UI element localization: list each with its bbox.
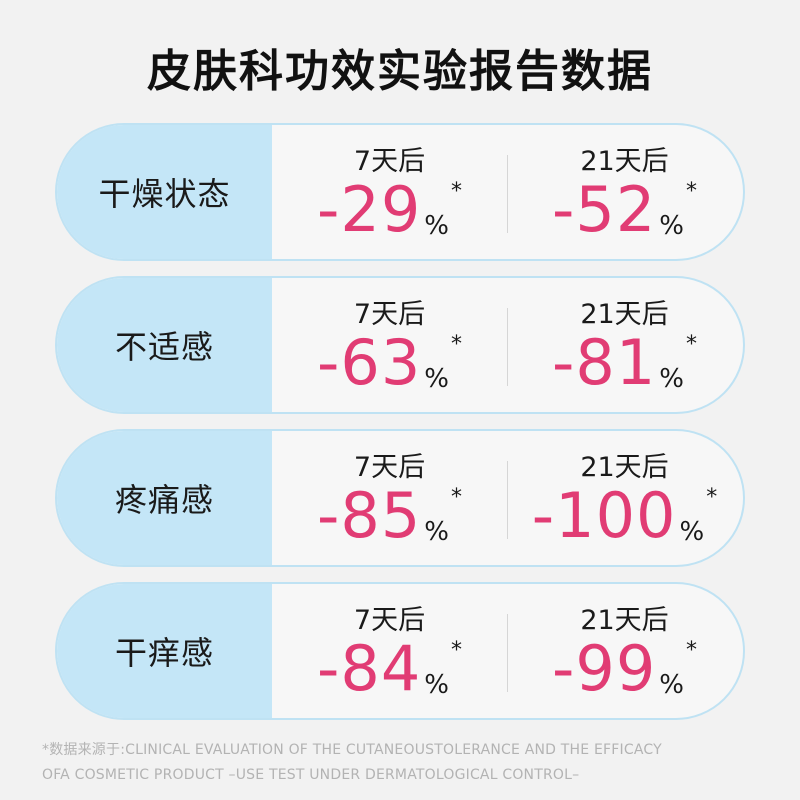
period-label: 21天后 [580, 452, 669, 483]
percent-unit: % [424, 670, 449, 700]
cell-7-days: 7天后 -85 % * [272, 431, 507, 565]
value-number: -84 [317, 632, 422, 705]
value-number: -52 [552, 173, 657, 246]
period-label: 7天后 [353, 146, 426, 177]
footnote-marker: * [706, 485, 718, 510]
period-label: 7天后 [353, 299, 426, 330]
footnote-line-1: *数据来源于:CLINICAL EVALUATION OF THE CUTANE… [42, 742, 662, 758]
page-title: 皮肤科功效实验报告数据 [147, 46, 653, 97]
percent-unit: % [424, 364, 449, 394]
cell-21-days: 21天后 -52 % * [507, 125, 742, 259]
row-label: 不适感 [114, 328, 214, 366]
row-label-cell: 干痒感 [57, 584, 272, 718]
percent-unit: % [424, 211, 449, 241]
row-label: 干燥状态 [98, 175, 231, 213]
footnote-marker: * [685, 638, 697, 663]
period-label: 21天后 [580, 299, 669, 330]
column-divider [507, 308, 508, 386]
period-label: 21天后 [580, 146, 669, 177]
cell-7-days: 7天后 -29 % * [272, 125, 507, 259]
cell-21-days: 21天后 -81 % * [507, 278, 742, 412]
row-label-cell: 疼痛感 [57, 431, 272, 565]
value-number: -63 [317, 326, 422, 399]
footnote-marker: * [450, 638, 462, 663]
value-number: -99 [552, 632, 657, 705]
percent-unit: % [659, 211, 684, 241]
row-label-cell: 不适感 [57, 278, 272, 412]
footnote-marker: * [685, 179, 697, 204]
column-divider [507, 461, 508, 539]
cell-21-days: 21天后 -100 % * [507, 431, 742, 565]
results-table: 干燥状态 7天后 -29 % * 21天后 -52 % * 不适感 7天后 [55, 123, 745, 735]
row-label: 疼痛感 [114, 481, 214, 519]
result-row-discomfort: 不适感 7天后 -63 % * 21天后 -81 % * [55, 276, 745, 414]
row-label: 干痒感 [114, 634, 214, 672]
cell-21-days: 21天后 -99 % * [507, 584, 742, 718]
result-row-itch: 干痒感 7天后 -84 % * 21天后 -99 % * [55, 582, 745, 720]
value-number: -85 [317, 479, 422, 552]
column-divider [507, 155, 508, 233]
source-footnote: *数据来源于:CLINICAL EVALUATION OF THE CUTANE… [42, 738, 762, 788]
value-number: -81 [552, 326, 657, 399]
row-label-cell: 干燥状态 [57, 125, 272, 259]
footnote-marker: * [450, 332, 462, 357]
percent-unit: % [659, 670, 684, 700]
footnote-marker: * [685, 332, 697, 357]
cell-7-days: 7天后 -84 % * [272, 584, 507, 718]
footnote-marker: * [450, 179, 462, 204]
result-row-pain: 疼痛感 7天后 -85 % * 21天后 -100 % * [55, 429, 745, 567]
result-row-dryness: 干燥状态 7天后 -29 % * 21天后 -52 % * [55, 123, 745, 261]
column-divider [507, 614, 508, 692]
value-number: -29 [317, 173, 422, 246]
percent-unit: % [659, 364, 684, 394]
period-label: 7天后 [353, 605, 426, 636]
footnote-line-2: OFA COSMETIC PRODUCT –USE TEST UNDER DER… [42, 767, 580, 783]
footnote-marker: * [450, 485, 462, 510]
cell-7-days: 7天后 -63 % * [272, 278, 507, 412]
percent-unit: % [424, 517, 449, 547]
period-label: 7天后 [353, 452, 426, 483]
percent-unit: % [679, 517, 705, 547]
value-number: -100 [531, 479, 677, 552]
period-label: 21天后 [580, 605, 669, 636]
